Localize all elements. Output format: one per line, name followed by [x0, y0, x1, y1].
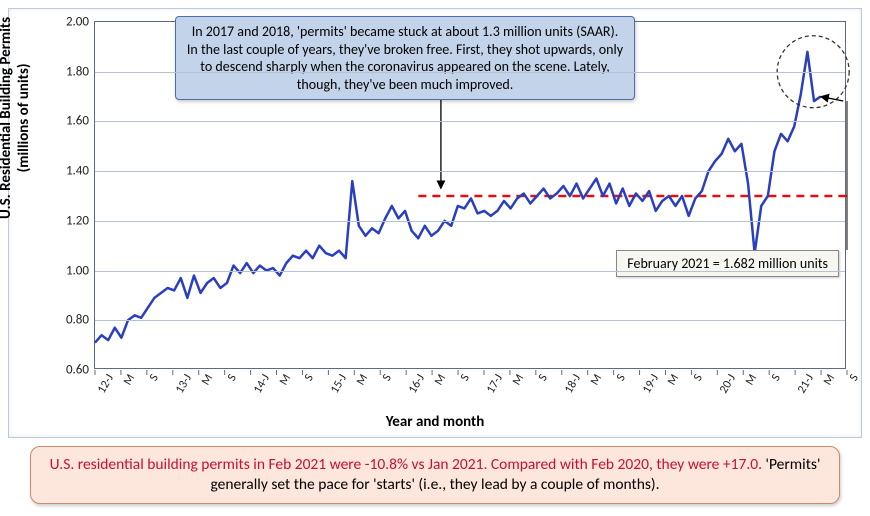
- x-tick-label: 18-J: [562, 372, 584, 396]
- y-tick-label: 1.20: [66, 213, 89, 228]
- gridline-h: [95, 171, 845, 172]
- gridline-h: [95, 271, 845, 272]
- x-tick-label: M: [121, 372, 138, 388]
- footer-summary-box: U.S. residential building permits in Feb…: [30, 446, 840, 504]
- x-tick-label: 19-J: [640, 372, 662, 396]
- y-tick-label: 1.40: [66, 164, 89, 179]
- y-tick-label: 1.60: [66, 114, 89, 129]
- x-tick-label: 16-J: [406, 372, 428, 396]
- x-tick-label: 20-J: [717, 372, 739, 396]
- x-tick-label: S: [769, 372, 784, 384]
- x-tick-label: S: [536, 372, 551, 384]
- gridline-h: [95, 72, 845, 73]
- x-tick-label: S: [847, 372, 862, 384]
- x-tick-label: S: [614, 372, 629, 384]
- x-tick-label: M: [665, 372, 682, 388]
- x-tick-label: S: [380, 372, 395, 384]
- x-tick-label: 12-J: [95, 372, 117, 396]
- value-label-box: February 2021 = 1.682 million units: [616, 250, 839, 277]
- x-tick-label: M: [743, 372, 760, 388]
- x-tick-label: 15-J: [328, 372, 350, 396]
- x-tick-label: S: [691, 372, 706, 384]
- y-tick-label: 1.00: [66, 263, 89, 278]
- x-tick-label: S: [458, 372, 473, 384]
- y-tick-label: 0.60: [66, 363, 89, 378]
- annotation-box: In 2017 and 2018, 'permits' became stuck…: [175, 16, 635, 100]
- x-tick-label: S: [147, 372, 162, 384]
- x-tick-label: M: [432, 372, 449, 388]
- y-tick-label: 0.80: [66, 313, 89, 328]
- x-tick-label: M: [510, 372, 527, 388]
- gridline-h: [95, 121, 845, 122]
- x-tick-label: S: [225, 372, 240, 384]
- x-tick-label: 21-J: [795, 372, 817, 396]
- x-tick-label: S: [302, 372, 317, 384]
- x-axis-title: Year and month: [9, 413, 861, 431]
- x-tick-label: 13-J: [173, 372, 195, 396]
- annotation-arrow-2: [821, 97, 844, 101]
- x-tick-label: M: [199, 372, 216, 388]
- y-tick-label: 1.80: [66, 64, 89, 79]
- x-tick-label: 17-J: [484, 372, 506, 396]
- y-axis-title: U.S. Residential Building Permits(millio…: [0, 17, 33, 219]
- x-tick-label: M: [821, 372, 838, 388]
- gridline-h: [95, 221, 845, 222]
- chart-container: U.S. Residential Building Permits(millio…: [8, 8, 862, 438]
- y-tick-label: 2.00: [66, 15, 89, 30]
- x-tick-label: M: [354, 372, 371, 388]
- x-tick-label: M: [588, 372, 605, 388]
- x-tick-label: 14-J: [251, 372, 273, 396]
- footer-text-red: U.S. residential building permits in Feb…: [50, 455, 762, 474]
- x-tick-label: M: [277, 372, 294, 388]
- gridline-h: [95, 320, 845, 321]
- plot-area: In 2017 and 2018, 'permits' became stuck…: [94, 21, 846, 369]
